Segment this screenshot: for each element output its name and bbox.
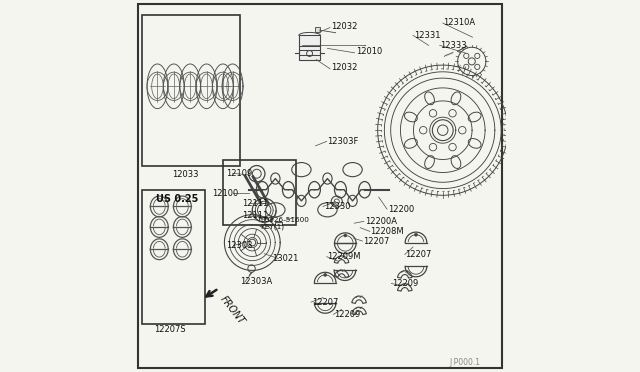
Bar — [315, 27, 319, 32]
Text: 12310A: 12310A — [444, 18, 476, 27]
Text: 12303F: 12303F — [328, 137, 359, 146]
Text: 00926-51600: 00926-51600 — [260, 217, 309, 223]
Text: 12207: 12207 — [406, 250, 432, 259]
Circle shape — [324, 273, 326, 276]
Text: 12208M: 12208M — [371, 227, 404, 236]
Circle shape — [415, 233, 417, 236]
Text: 12209: 12209 — [392, 279, 419, 288]
Text: KEY(1): KEY(1) — [260, 224, 285, 230]
Text: 12209: 12209 — [334, 310, 360, 319]
Text: 12207S: 12207S — [154, 325, 186, 334]
Text: 12209M: 12209M — [328, 252, 361, 261]
Text: 12032: 12032 — [331, 63, 358, 72]
Bar — [275, 222, 282, 225]
Bar — [142, 15, 240, 166]
Text: 12333: 12333 — [440, 41, 467, 50]
Text: 12111: 12111 — [242, 199, 268, 208]
Text: 12200A: 12200A — [365, 217, 397, 226]
Text: 12010: 12010 — [356, 47, 382, 56]
Text: 12109: 12109 — [227, 169, 253, 178]
Bar — [299, 35, 321, 60]
Text: 12100: 12100 — [212, 189, 238, 198]
Text: 12303: 12303 — [227, 241, 253, 250]
Text: 12111: 12111 — [242, 211, 268, 220]
Text: 12207: 12207 — [312, 298, 339, 307]
Text: 13021: 13021 — [273, 254, 299, 263]
Bar — [142, 190, 205, 324]
Text: 12303A: 12303A — [241, 278, 273, 286]
Text: 12033: 12033 — [172, 170, 198, 179]
Text: 12330: 12330 — [324, 202, 350, 211]
Circle shape — [344, 234, 347, 237]
Text: 12207: 12207 — [363, 237, 390, 246]
Text: 12200: 12200 — [388, 205, 414, 214]
Text: 12032: 12032 — [331, 22, 358, 31]
Text: 12331: 12331 — [413, 31, 440, 40]
Text: FRONT: FRONT — [219, 295, 247, 327]
Text: J P000.1: J P000.1 — [449, 358, 480, 367]
Text: US 0.25: US 0.25 — [156, 194, 198, 204]
Bar — [223, 160, 296, 225]
